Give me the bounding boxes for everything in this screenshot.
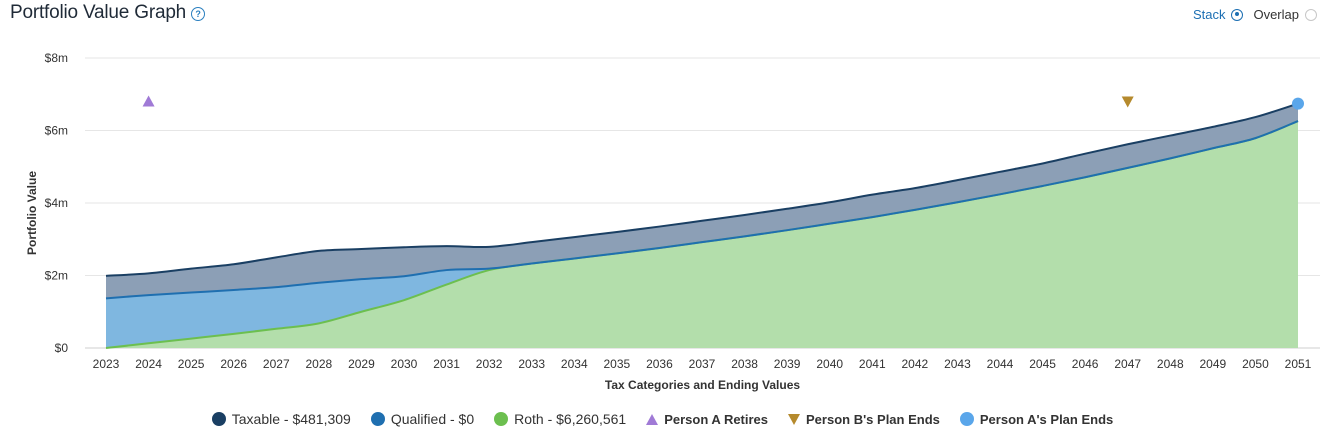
legend-item[interactable]: Person A's Plan Ends — [959, 411, 1114, 427]
legend-circle-icon — [959, 412, 974, 426]
legend-label: Roth - $6,260,561 — [514, 411, 627, 427]
x-tick-label: 2038 — [731, 357, 758, 371]
legend-circle-icon — [211, 412, 226, 426]
x-tick-label: 2046 — [1072, 357, 1099, 371]
x-tick-label: 2047 — [1114, 357, 1141, 371]
chart-header: Portfolio Value Graph ? — [10, 2, 206, 24]
x-tick-label: 2036 — [646, 357, 673, 371]
taxable-area — [106, 103, 1298, 299]
chart-legend: Taxable - $481,309 Qualified - $0 Roth - $… — [0, 411, 1325, 427]
roth-area — [106, 121, 1298, 349]
legend-label: Person B's Plan Ends — [806, 411, 940, 427]
x-tick-label: 2041 — [859, 357, 886, 371]
legend-label: Person A's Plan Ends — [979, 411, 1114, 427]
legend-item[interactable]: Qualified - $0 — [370, 411, 475, 427]
x-tick-label: 2039 — [774, 357, 801, 371]
legend-label: Taxable - $481,309 — [231, 411, 351, 427]
x-tick-label: 2024 — [135, 357, 162, 371]
x-tick-label: 2051 — [1285, 357, 1312, 371]
x-tick-label: 2048 — [1157, 357, 1184, 371]
x-tick-label: 2049 — [1200, 357, 1227, 371]
x-tick-label: 2032 — [476, 357, 503, 371]
person-b-plan-ends-marker — [1121, 96, 1134, 108]
y-tick-label: $2m — [45, 269, 68, 283]
x-tick-label: 2027 — [263, 357, 290, 371]
person-a-retires-marker — [142, 95, 155, 107]
x-tick-label: 2042 — [902, 357, 929, 371]
page-title: Portfolio Value Graph — [10, 2, 187, 23]
x-tick-label: 2040 — [816, 357, 843, 371]
legend-circle-icon — [370, 412, 385, 426]
x-tick-label: 2026 — [220, 357, 247, 371]
legend-triangle-up-icon — [646, 413, 659, 425]
x-tick-label: 2044 — [987, 357, 1014, 371]
legend-label: Qualified - $0 — [390, 411, 475, 427]
stack-radio[interactable] — [1231, 8, 1244, 21]
x-tick-label: 2029 — [348, 357, 375, 371]
legend-item[interactable]: Taxable - $481,309 — [211, 411, 351, 427]
y-tick-label: $6m — [45, 124, 68, 138]
question-circle-icon[interactable]: ? — [191, 7, 206, 21]
view-mode-toggle: Stack Overlap — [1183, 7, 1317, 22]
qualified-line — [105, 120, 1299, 300]
x-tick-label: 2033 — [518, 357, 545, 371]
x-tick-label: 2034 — [561, 357, 588, 371]
x-tick-label: 2035 — [604, 357, 631, 371]
legend-item[interactable]: Roth - $6,260,561 — [494, 411, 626, 427]
overlap-label: Overlap — [1253, 7, 1299, 22]
x-tick-label: 2045 — [1029, 357, 1056, 371]
x-tick-label: 2023 — [93, 357, 120, 371]
x-tick-label: 2043 — [944, 357, 971, 371]
legend-circle-icon — [494, 412, 509, 426]
taxable-line — [105, 102, 1299, 277]
legend-label: Person A Retires — [664, 411, 769, 427]
overlap-radio[interactable] — [1305, 8, 1317, 21]
qualified-area — [106, 121, 1298, 349]
y-axis-title: Portfolio Value — [25, 171, 39, 255]
legend-triangle-down-icon — [788, 413, 801, 425]
x-tick-label: 2050 — [1242, 357, 1269, 371]
y-tick-label: $8m — [45, 51, 68, 65]
y-tick-label: $4m — [45, 196, 68, 210]
x-tick-label: 2037 — [689, 357, 716, 371]
x-tick-label: 2031 — [433, 357, 460, 371]
x-tick-label: 2025 — [178, 357, 205, 371]
legend-item[interactable]: Person B's Plan Ends — [788, 412, 940, 427]
legend-item[interactable]: Person A Retires — [646, 412, 768, 427]
person-a-plan-ends-marker — [1292, 97, 1304, 110]
x-tick-label: 2030 — [391, 357, 418, 371]
y-tick-label: $0 — [55, 341, 69, 355]
stack-label: Stack — [1192, 7, 1226, 22]
x-axis-title: Tax Categories and Ending Values — [605, 378, 800, 392]
x-tick-label: 2028 — [306, 357, 333, 371]
stack-option[interactable]: Stack — [1193, 7, 1244, 22]
overlap-option[interactable]: Overlap — [1253, 7, 1317, 22]
